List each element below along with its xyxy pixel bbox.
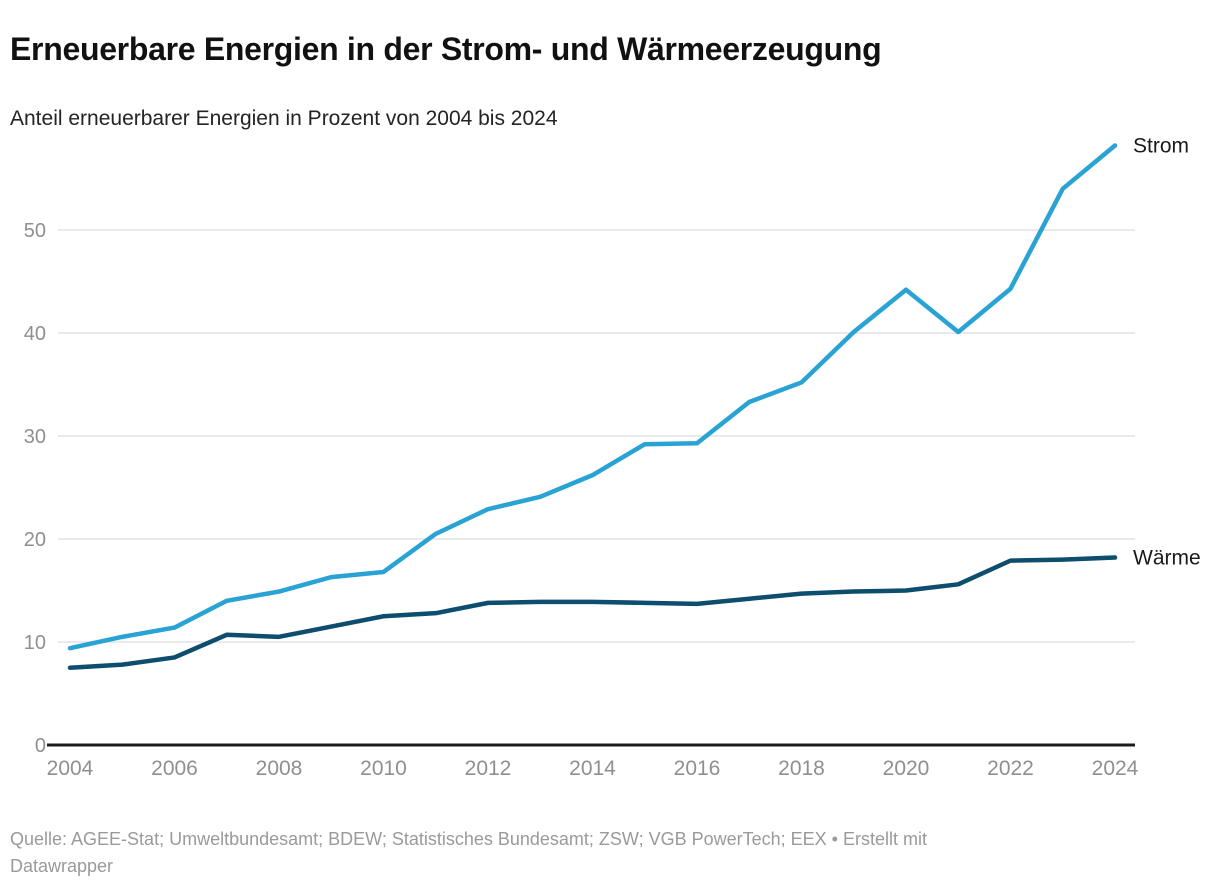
source-block: Quelle: AGEE-Stat; Umweltbundesamt; BDEW… <box>10 826 1200 880</box>
x-tick-label-2010: 2010 <box>360 757 407 780</box>
line-waerme <box>67 555 1118 670</box>
source-line-1: Quelle: AGEE-Stat; Umweltbundesamt; BDEW… <box>10 829 927 849</box>
x-tick-label-2012: 2012 <box>465 757 512 780</box>
x-tick-label-2008: 2008 <box>256 757 303 780</box>
x-tick-label-2024: 2024 <box>1092 757 1139 780</box>
y-tick-label-30: 30 <box>24 426 46 448</box>
line-strom <box>67 143 1118 651</box>
x-tick-label-2014: 2014 <box>569 757 616 780</box>
y-tick-label-0: 0 <box>35 735 46 757</box>
chart-title: Erneuerbare Energien in der Strom- und W… <box>10 31 882 68</box>
chart-subtitle: Anteil erneuerbarer Energien in Prozent … <box>10 107 558 130</box>
y-tick-label-20: 20 <box>24 529 46 551</box>
x-tick-label-2022: 2022 <box>987 757 1034 780</box>
y-tick-label-50: 50 <box>24 220 46 242</box>
x-tick-label-2020: 2020 <box>883 757 930 780</box>
x-tick-label-2006: 2006 <box>151 757 198 780</box>
x-tick-label-2004: 2004 <box>47 757 94 780</box>
series-label-waerme: Wärme <box>1133 547 1201 570</box>
x-tick-label-2016: 2016 <box>674 757 721 780</box>
y-tick-label-40: 40 <box>24 323 46 345</box>
source-line-2: Datawrapper <box>10 856 114 876</box>
x-tick-label-2018: 2018 <box>778 757 825 780</box>
y-tick-label-10: 10 <box>24 632 46 654</box>
series-label-strom: Strom <box>1133 135 1189 158</box>
